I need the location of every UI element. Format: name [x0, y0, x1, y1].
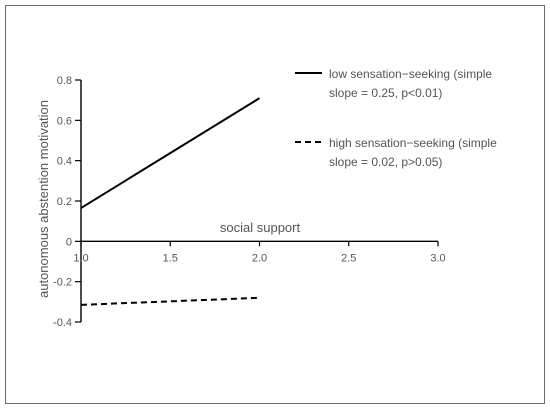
- figure-frame: [5, 5, 545, 404]
- y-tick-label: 0.2: [57, 196, 72, 208]
- series-line-high-sensation-seeking: [80, 296, 260, 306]
- legend-label: slope = 0.02, p>0.05): [329, 155, 442, 169]
- legend-label: high sensation−seeking (simple: [329, 136, 497, 150]
- y-tick-label: -0.2: [53, 277, 72, 289]
- y-tick-label: -0.4: [53, 317, 72, 329]
- y-tick-label: 0.4: [57, 156, 72, 168]
- y-tick-label: 0: [66, 236, 72, 248]
- x-tick-label: 2.0: [252, 252, 267, 264]
- series-line-low-sensation-seeking: [80, 97, 261, 209]
- legend-label: low sensation−seeking (simple: [329, 67, 492, 81]
- x-tick-label: 1.0: [73, 252, 88, 264]
- legend-label: slope = 0.25, p<0.01): [329, 86, 442, 100]
- x-axis-title: social support: [220, 220, 301, 235]
- x-tick-label: 3.0: [430, 252, 445, 264]
- y-axis-title: autonomous abstention motivation: [36, 100, 51, 298]
- x-tick-label: 2.5: [341, 252, 356, 264]
- x-tick-label: 1.5: [163, 252, 178, 264]
- y-tick-label: 0.8: [57, 75, 72, 87]
- y-tick-label: 0.6: [57, 115, 72, 127]
